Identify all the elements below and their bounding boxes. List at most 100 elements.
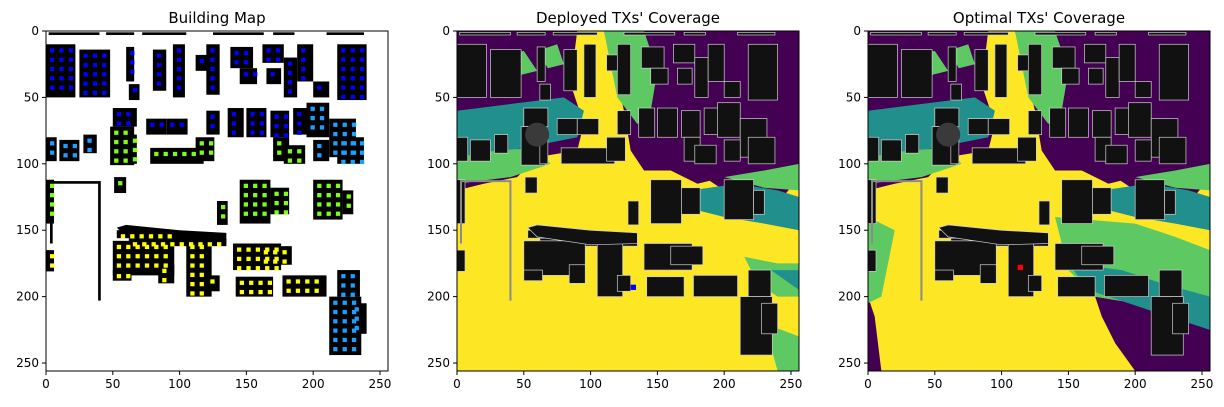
building [83, 134, 97, 154]
building-marker [130, 60, 135, 65]
building-marker [270, 72, 275, 77]
y-tick-label: 200 [16, 290, 39, 304]
building-marker [208, 150, 214, 155]
building [693, 275, 738, 297]
building [606, 136, 626, 162]
building [48, 32, 100, 35]
building [142, 32, 187, 35]
building-marker [176, 76, 182, 81]
building [306, 102, 330, 138]
building-marker [275, 57, 281, 62]
building-marker [350, 141, 355, 146]
building [563, 49, 578, 92]
building-marker [246, 247, 251, 252]
building-marker [317, 211, 322, 216]
building-marker [333, 150, 338, 155]
building [1027, 110, 1043, 135]
building-marker [114, 130, 119, 135]
building-marker [295, 288, 301, 293]
building [694, 57, 709, 98]
building-marker [263, 259, 269, 264]
building-marker [92, 81, 98, 86]
y-tick-label: 150 [16, 223, 39, 237]
building-marker [237, 247, 242, 252]
building [1027, 43, 1043, 96]
building-marker [283, 133, 289, 138]
building-marker [287, 70, 293, 76]
x-tick-label: 50 [927, 377, 942, 391]
building-marker [50, 193, 55, 198]
building [1092, 110, 1112, 138]
building-marker [130, 69, 135, 74]
y-tick-label: 50 [435, 90, 450, 104]
building-marker [341, 283, 346, 288]
building-marker [255, 247, 261, 252]
x-tick-label: 150 [1057, 377, 1080, 391]
building-marker [359, 66, 365, 72]
coverage-mid [770, 270, 799, 290]
building-marker [63, 153, 68, 158]
building-marker [116, 263, 122, 268]
building-marker [68, 76, 73, 81]
building [1084, 43, 1107, 64]
building-marker [170, 242, 175, 247]
building-marker [342, 122, 347, 127]
tx-marker [1017, 264, 1023, 271]
round-building [525, 122, 550, 147]
building-marker [154, 244, 159, 250]
building-marker [150, 122, 155, 127]
building [868, 136, 880, 162]
building-marker [283, 210, 289, 215]
building-marker [154, 263, 159, 268]
building-marker [326, 211, 331, 216]
building-marker [351, 328, 357, 333]
building-marker [354, 325, 359, 331]
building [1158, 43, 1189, 101]
y-tick-label: 250 [16, 356, 39, 370]
building-marker [154, 254, 159, 259]
x-tick-label: 150 [235, 377, 258, 391]
building-marker [210, 76, 215, 81]
building-marker [199, 58, 204, 64]
building [870, 31, 922, 36]
building-marker [326, 193, 331, 198]
building-marker [255, 266, 261, 271]
y-tick-label: 0 [853, 24, 861, 38]
building-marker [126, 274, 131, 279]
building [950, 83, 962, 101]
building-marker [120, 234, 126, 239]
building-outline [460, 180, 512, 301]
building [337, 270, 360, 297]
building-marker [231, 130, 236, 135]
building-marker [263, 250, 269, 255]
building-marker [243, 72, 248, 77]
building [938, 224, 1049, 246]
building [1158, 269, 1183, 297]
x-tick-label: 200 [302, 377, 325, 391]
building-marker [221, 204, 226, 210]
building-marker [326, 183, 331, 188]
building-outline [98, 181, 101, 301]
building-marker [341, 48, 346, 53]
y-tick-label: 50 [846, 90, 861, 104]
building [677, 67, 693, 85]
building-marker [354, 316, 359, 321]
building [337, 44, 367, 101]
building-marker [199, 244, 204, 250]
building [235, 276, 274, 297]
x-tick-label: 200 [713, 377, 736, 391]
building-marker [116, 254, 122, 259]
x-tick-label: 200 [1124, 377, 1147, 391]
building-marker [210, 66, 215, 72]
building-marker [351, 347, 357, 352]
building-marker [182, 151, 187, 157]
building [747, 136, 776, 165]
building-marker [287, 158, 293, 163]
building-marker [83, 53, 88, 58]
building [1034, 31, 1087, 36]
building-marker [92, 53, 98, 58]
building-marker [83, 90, 88, 96]
building [166, 118, 188, 135]
x-tick-label: 0 [453, 377, 461, 391]
building-marker [274, 133, 279, 138]
